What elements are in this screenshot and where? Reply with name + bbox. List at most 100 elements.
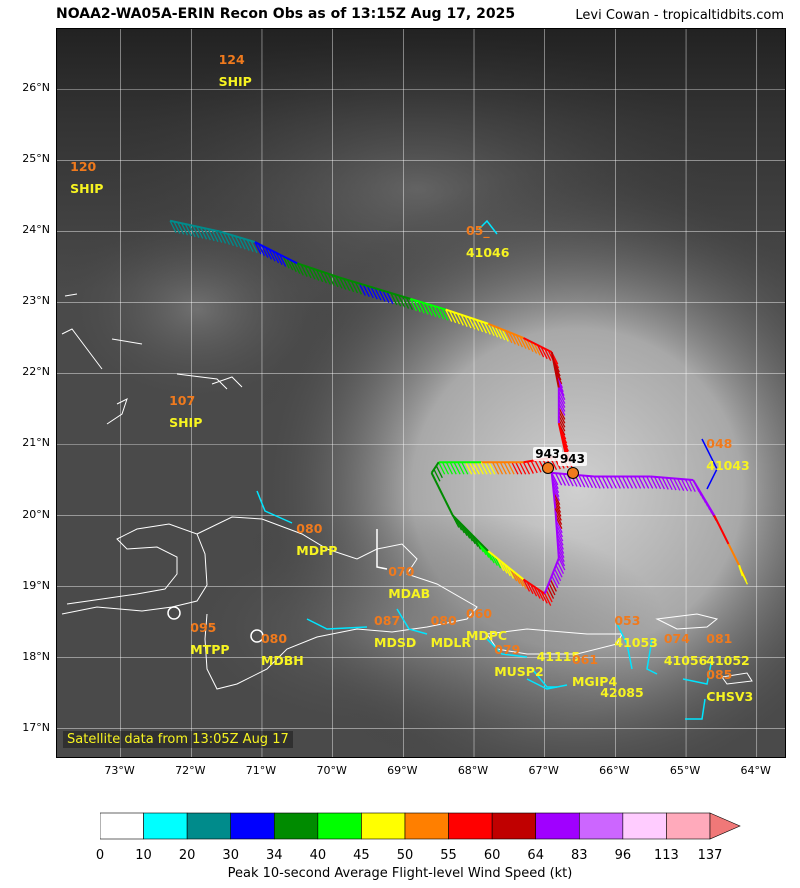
wind-barb	[680, 478, 689, 492]
lat-tick-label: 18°N	[22, 649, 50, 663]
bahamas-coast-c	[176, 373, 228, 390]
wind-barb	[396, 608, 428, 635]
colorbar-tick-label: 45	[353, 848, 370, 863]
flight-segment	[339, 276, 376, 290]
lon-tick-label: 69°W	[387, 764, 418, 777]
station-wind-value: 095	[190, 620, 217, 636]
wind-barb	[593, 476, 601, 489]
wind-barb	[522, 579, 531, 592]
colorbar-segment	[404, 812, 449, 840]
colorbar-segment	[273, 812, 319, 840]
wind-barb	[177, 222, 185, 235]
wind-barb	[350, 280, 359, 294]
station-wind-value: 05_	[465, 222, 490, 238]
wind-barb	[433, 469, 441, 482]
wind-barb	[492, 461, 500, 475]
flight-segment	[554, 508, 560, 559]
colorbar-tick-label: 10	[135, 848, 152, 863]
colorbar-segment	[448, 812, 493, 840]
flight-segment	[713, 515, 730, 545]
wind-barb	[382, 290, 390, 303]
station-id: 41115	[536, 649, 581, 665]
lon-tick-label: 67°W	[528, 764, 559, 777]
flight-segment	[738, 564, 744, 577]
lat-tick-label: 26°N	[22, 81, 50, 95]
station-id: MDLR	[430, 635, 471, 651]
central-pressure-label: 943	[533, 446, 563, 461]
wind-barb	[665, 477, 673, 491]
station-wind-value: 081	[706, 631, 733, 646]
station-wind-value: 085	[706, 666, 733, 682]
wind-barb	[511, 461, 519, 475]
colorbar-label: Peak 10-second Average Flight-level Wind…	[227, 866, 573, 881]
wind-barb	[533, 586, 541, 599]
wind-barb	[522, 337, 531, 351]
station-id: SHIP	[169, 415, 203, 431]
station-id: MUSP2	[494, 663, 544, 679]
wind-barb	[617, 476, 625, 489]
station-wind-value: 060	[465, 606, 493, 622]
colorbar-tick-label: 40	[309, 848, 327, 863]
wind-barb	[597, 476, 605, 489]
colorbar-segment	[230, 812, 275, 840]
station-id: MDAB	[388, 585, 431, 601]
station-wind-value: 070	[388, 563, 415, 579]
wind-barb	[346, 279, 355, 293]
flight-segment	[522, 578, 546, 595]
lat-tick-label: 24°N	[22, 223, 50, 237]
station-circle	[167, 606, 181, 620]
colorbar-tick-label: 137	[697, 848, 723, 863]
station-id: 41046	[465, 244, 510, 260]
wind-barb	[526, 461, 534, 474]
wind-barb	[196, 226, 204, 239]
station-id: MDPP	[296, 542, 338, 558]
wind-barb	[479, 320, 488, 334]
wind-barb	[230, 234, 238, 248]
map-credit: Levi Cowan - tropicaltidbits.com	[575, 8, 784, 23]
wind-barb	[390, 292, 398, 306]
bahamas-coast-b	[111, 338, 143, 345]
wind-barb	[540, 590, 548, 604]
virgin-islands-coast	[655, 613, 719, 630]
lon-tick-label: 68°W	[457, 764, 489, 777]
wind-barb	[366, 285, 374, 299]
station-wind-value: 079	[494, 641, 521, 657]
station-wind-value: 074	[663, 631, 690, 646]
wind-barb	[289, 259, 297, 273]
wind-barb	[548, 582, 556, 596]
wind-barb	[271, 250, 280, 264]
colorbar-tick-label: 34	[266, 848, 283, 863]
cloud-patch-south	[147, 509, 667, 749]
wind-barb	[526, 581, 534, 595]
wind-barb	[534, 460, 542, 473]
wind-barb	[526, 339, 534, 353]
wind-barb	[457, 461, 465, 475]
bahamas-coast-d	[64, 293, 78, 297]
wind-barb	[327, 273, 335, 287]
wind-barb	[494, 326, 502, 339]
wind-barb	[203, 227, 211, 241]
wind-barb	[374, 287, 382, 301]
wind-barb	[254, 241, 262, 255]
wind-barb	[512, 333, 520, 346]
station-wind-value: 124	[218, 52, 245, 68]
flight-segment	[487, 550, 525, 581]
wind-barb	[551, 575, 559, 589]
wind-barb	[376, 529, 388, 570]
wind-barb	[238, 237, 246, 250]
wind-barb	[275, 252, 283, 266]
wind-barb	[421, 302, 429, 315]
wind-barb	[445, 309, 453, 322]
wind-barb	[312, 268, 320, 281]
wind-barb	[483, 322, 491, 335]
wind-barb	[486, 638, 528, 658]
wind-barb	[495, 461, 504, 475]
wind-barb	[491, 324, 499, 338]
wind-barb	[544, 593, 552, 606]
station-id: 42085	[600, 684, 644, 700]
wind-barb	[378, 289, 386, 302]
recon-flight-track	[169, 219, 748, 606]
colorbar-tick-label: 20	[178, 848, 196, 863]
lat-tick-label: 21°N	[22, 436, 50, 450]
wind-barb	[335, 276, 343, 289]
